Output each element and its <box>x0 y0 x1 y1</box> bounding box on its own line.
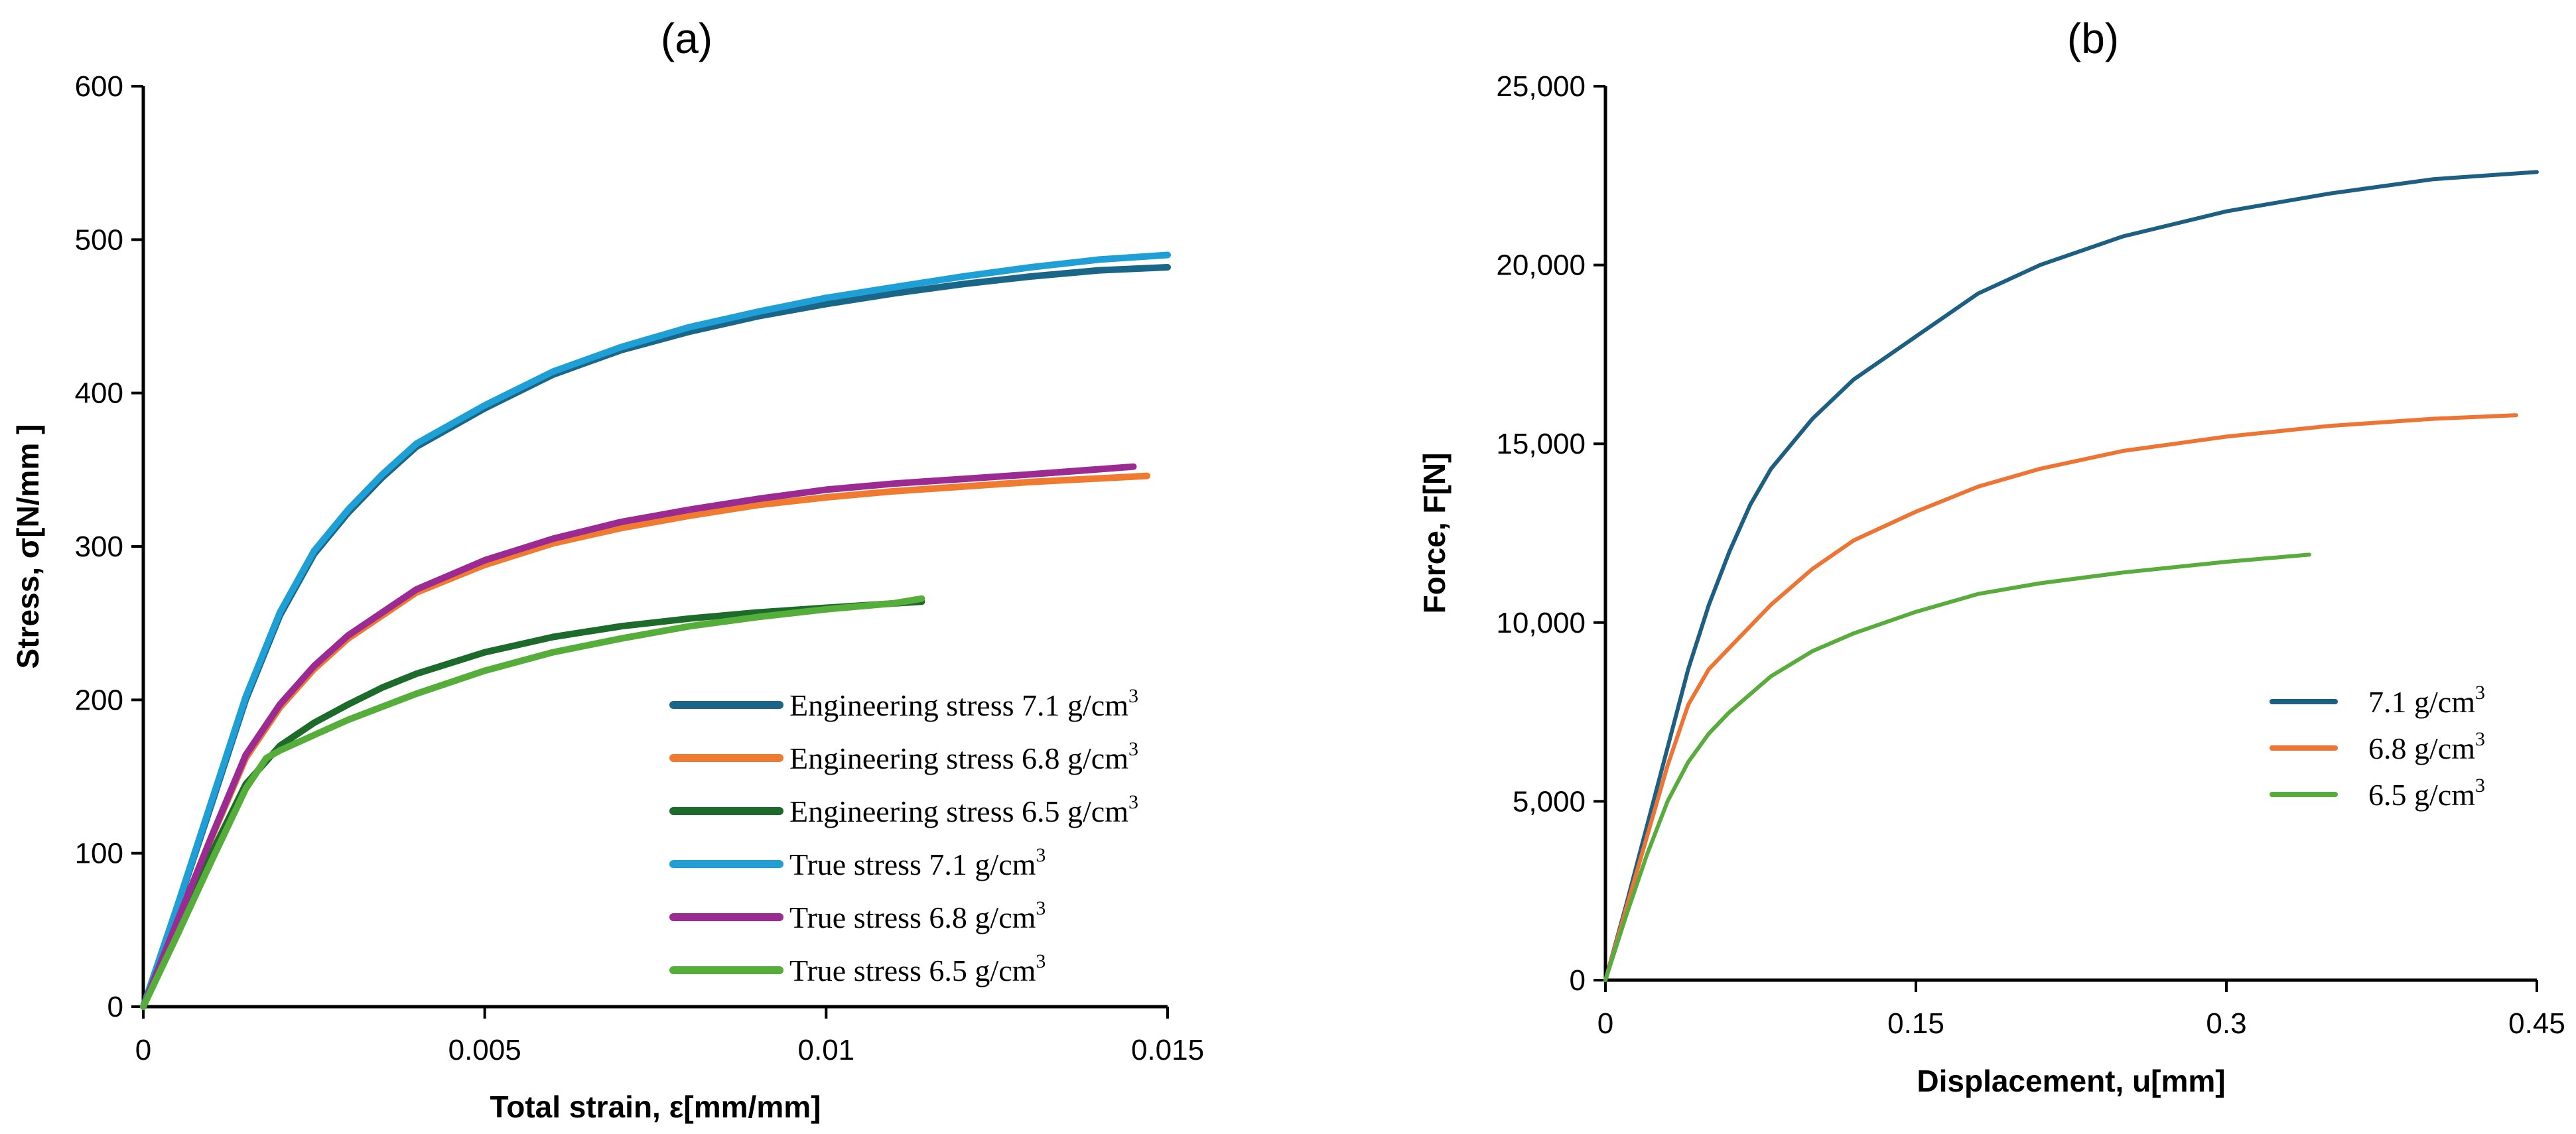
x-axis-title: Total strain, ε[mm/mm] <box>490 1090 821 1124</box>
panel-b-force-displacement: (b) 0 5,000 10,000 15,000 20,000 25,000 0 0.15 0.… <box>1417 15 2565 1098</box>
y-axis-title: Force, F[N] <box>1417 453 1452 614</box>
x-tick-label: 0.3 <box>2206 1007 2246 1040</box>
x-tick-label: 0.005 <box>448 1034 521 1066</box>
panel-title: (a) <box>661 15 712 62</box>
legend-unit-superscript: 3 <box>2475 775 2485 796</box>
y-tick-label: 0 <box>1570 964 1586 997</box>
x-tick-label: 0 <box>1597 1007 1613 1040</box>
x-tick-label: 0 <box>135 1034 151 1066</box>
y-tick-label: 5,000 <box>1513 785 1586 818</box>
x-tick-label: 0.15 <box>1887 1007 1944 1040</box>
y-tick-label: 0 <box>107 991 123 1023</box>
legend-unit-superscript: 3 <box>1128 738 1138 760</box>
series-line-true-stress-6-5 <box>140 595 925 1010</box>
legend-7-1-label: 7.1 g/cm3 <box>2368 682 2485 719</box>
x-tick-label: 0.015 <box>1131 1034 1204 1066</box>
legend-unit-superscript: 3 <box>2475 728 2485 750</box>
x-tick-label: 0.45 <box>2508 1007 2565 1040</box>
legend-6-8-label: 6.8 g/cm3 <box>2368 728 2485 765</box>
legend-true-stress-6-5-label: True stress 6.5 g/cm3 <box>789 950 1046 987</box>
y-tick-label: 200 <box>75 684 123 716</box>
panel-a-stress-strain: (a) 0 100 200 300 400 500 600 0 0.005 0.01 0.015 Tot… <box>11 15 1204 1124</box>
y-tick-label: 25,000 <box>1496 70 1586 103</box>
legend-engineering-stress-6-8-label: Engineering stress 6.8 g/cm3 <box>789 738 1138 775</box>
legend-engineering-stress-6-5-label: Engineering stress 6.5 g/cm3 <box>789 791 1138 828</box>
legend-true-stress-7-1-label: True stress 7.1 g/cm3 <box>789 844 1046 881</box>
series-line-6-5 <box>1603 552 2311 982</box>
series-line-engineering-stress-7-1 <box>140 264 1171 1010</box>
series-line-6-8 <box>1603 413 2518 982</box>
series-line-true-stress-6-8 <box>140 463 1137 1010</box>
legend-unit-superscript: 3 <box>1128 685 1138 707</box>
series-line-7-1 <box>1603 170 2539 982</box>
legend-unit-superscript: 3 <box>1036 844 1046 866</box>
y-tick-label: 20,000 <box>1496 249 1586 282</box>
legend-unit-superscript: 3 <box>2475 682 2485 704</box>
y-tick-label: 600 <box>75 70 123 103</box>
legend-6-5-label: 6.5 g/cm3 <box>2368 775 2485 812</box>
y-tick-label: 300 <box>75 531 123 563</box>
legend-unit-superscript: 3 <box>1036 897 1046 919</box>
y-tick-label: 100 <box>75 838 123 870</box>
y-tick-label: 500 <box>75 223 123 256</box>
y-tick-label: 15,000 <box>1496 428 1586 460</box>
panel-title: (b) <box>2067 15 2119 62</box>
y-tick-label: 10,000 <box>1496 607 1586 639</box>
legend-engineering-stress-7-1-label: Engineering stress 7.1 g/cm3 <box>789 685 1138 722</box>
legend-unit-superscript: 3 <box>1036 950 1046 972</box>
y-tick-label: 400 <box>75 377 123 410</box>
legend-true-stress-6-8-label: True stress 6.8 g/cm3 <box>789 897 1046 934</box>
x-axis-title: Displacement, u[mm] <box>1917 1064 2225 1098</box>
series-line-true-stress-7-1 <box>140 251 1171 1010</box>
legend-unit-superscript: 3 <box>1128 791 1138 813</box>
x-tick-label: 0.01 <box>798 1034 855 1066</box>
y-axis-title: Stress, σ[N/mm ] <box>11 424 45 669</box>
